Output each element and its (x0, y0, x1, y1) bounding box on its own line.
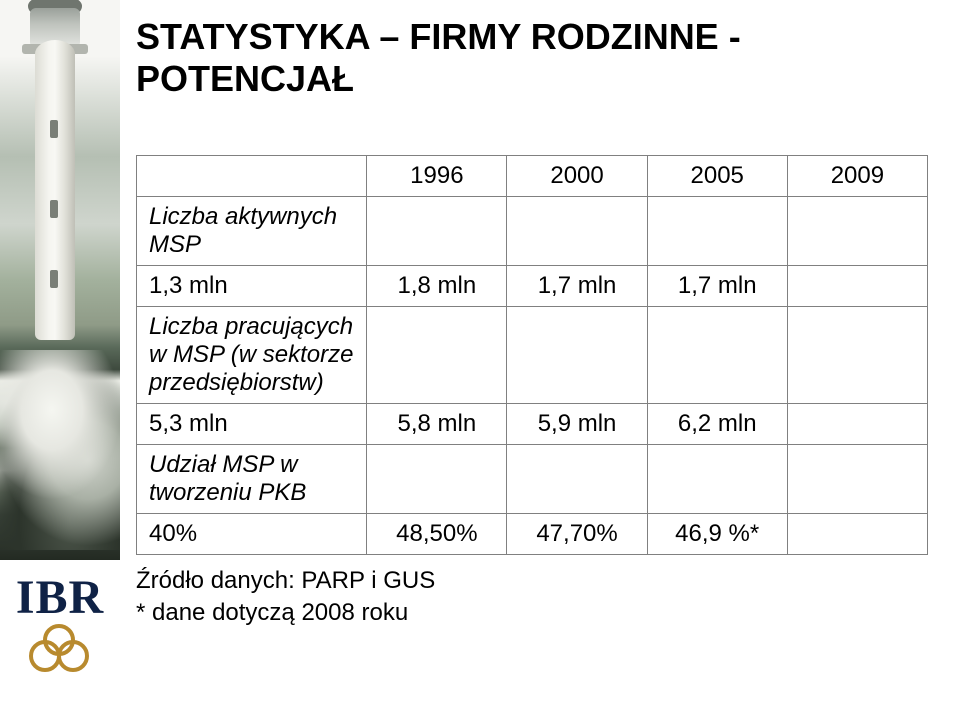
lighthouse-window (50, 270, 58, 288)
table-cell (787, 403, 927, 444)
table-cell: 6,2 mln (647, 403, 787, 444)
table-cell (787, 306, 927, 403)
table-cell: 48,50% (367, 513, 507, 554)
lighthouse-window (50, 120, 58, 138)
table-cell: 46,9 %* (647, 513, 787, 554)
lighthouse-window (50, 200, 58, 218)
table-cell (647, 444, 787, 513)
lighthouse-photo (0, 0, 120, 560)
table-cell: 47,70% (507, 513, 647, 554)
ibr-logo-rings-icon (29, 624, 91, 674)
table-cell (367, 444, 507, 513)
table-cell (787, 265, 927, 306)
table-cell: 5,8 mln (367, 403, 507, 444)
table-row: 40% 48,50% 47,70% 46,9 %* (137, 513, 928, 554)
table-cell: 2000 (507, 155, 647, 196)
table-cell: 40% (137, 513, 367, 554)
page-title: STATYSTYKA – FIRMY RODZINNE - POTENCJAŁ (132, 16, 944, 101)
table-row: Liczba aktywnych MSP (137, 196, 928, 265)
table-cell (647, 196, 787, 265)
title-line: POTENCJAŁ (136, 58, 354, 99)
table-row: 5,3 mln 5,8 mln 5,9 mln 6,2 mln (137, 403, 928, 444)
footnotes: Źródło danych: PARP i GUS * dane dotyczą… (132, 565, 944, 630)
table-cell: 5,3 mln (137, 403, 367, 444)
table-cell (507, 306, 647, 403)
table-cell: Udział MSP w tworzeniu PKB (137, 444, 367, 513)
table-cell (507, 444, 647, 513)
sidebar: IBR (0, 0, 120, 728)
table-cell (787, 196, 927, 265)
table-row: Udział MSP w tworzeniu PKB (137, 444, 928, 513)
table-cell: 2009 (787, 155, 927, 196)
table-cell (787, 513, 927, 554)
table-cell: Liczba pracujących w MSP (w sektorze prz… (137, 306, 367, 403)
table-cell (367, 306, 507, 403)
slide: IBR STATYSTYKA – FIRMY RODZINNE - POTENC… (0, 0, 960, 728)
source-note: Źródło danych: PARP i GUS (136, 565, 944, 597)
table-row: 1,3 mln 1,8 mln 1,7 mln 1,7 mln (137, 265, 928, 306)
table-cell: 2005 (647, 155, 787, 196)
content: STATYSTYKA – FIRMY RODZINNE - POTENCJAŁ … (132, 0, 944, 728)
lighthouse-tower (35, 40, 75, 340)
stats-table-wrap: 1996 2000 2005 2009 Liczba aktywnych MSP (132, 155, 944, 555)
wave-rocks (0, 350, 120, 550)
table-row: Liczba pracujących w MSP (w sektorze prz… (137, 306, 928, 403)
table-cell (507, 196, 647, 265)
table-cell (367, 196, 507, 265)
stats-table: 1996 2000 2005 2009 Liczba aktywnych MSP (136, 155, 928, 555)
title-line: STATYSTYKA – FIRMY RODZINNE - (136, 16, 741, 57)
table-cell: Liczba aktywnych MSP (137, 196, 367, 265)
table-row: 1996 2000 2005 2009 (137, 155, 928, 196)
table-cell: 1,3 mln (137, 265, 367, 306)
table-cell: 1996 (367, 155, 507, 196)
table-cell (787, 444, 927, 513)
table-cell: 1,7 mln (647, 265, 787, 306)
table-cell (137, 155, 367, 196)
table-cell: 1,8 mln (367, 265, 507, 306)
ibr-logo-text: IBR (6, 570, 114, 622)
table-cell (647, 306, 787, 403)
asterisk-note: * dane dotyczą 2008 roku (136, 597, 944, 629)
table-cell: 5,9 mln (507, 403, 647, 444)
table-cell: 1,7 mln (507, 265, 647, 306)
ibr-logo: IBR (6, 570, 114, 678)
